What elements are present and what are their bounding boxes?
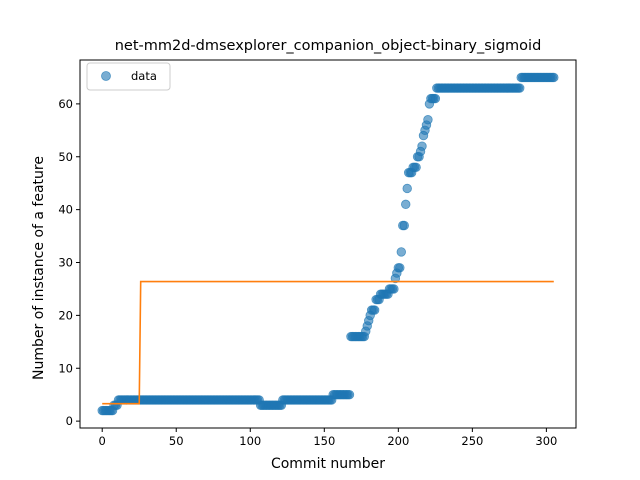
- data-point: [389, 284, 399, 294]
- axes-frame: [79, 59, 577, 429]
- data-point: [549, 72, 559, 83]
- legend: data: [86, 62, 171, 91]
- data-point: [344, 389, 355, 400]
- y-tick-label: 30: [58, 256, 73, 270]
- x-tick-label: 150: [313, 434, 335, 448]
- y-tick-label: 40: [58, 203, 73, 217]
- x-tick-label: 50: [169, 434, 184, 448]
- data-point: [411, 162, 421, 173]
- data-point: [430, 93, 441, 104]
- data-point: [515, 83, 525, 93]
- x-axis-label: Commit number: [271, 456, 385, 472]
- data-point: [423, 115, 433, 125]
- fit-line: [102, 280, 554, 405]
- data-point: [402, 183, 412, 194]
- y-tick-label: 0: [66, 414, 73, 428]
- data-point: [399, 220, 409, 231]
- legend-marker: [101, 71, 111, 81]
- y-tick-label: 50: [58, 150, 73, 164]
- x-tick-label: 250: [461, 434, 483, 448]
- y-tick-label: 20: [58, 308, 73, 322]
- x-tick-label: 100: [239, 434, 261, 448]
- x-tick-label: 300: [535, 434, 557, 448]
- data-point: [396, 247, 406, 257]
- x-tick-label: 200: [387, 434, 409, 448]
- data-point: [369, 305, 380, 315]
- data-point: [417, 141, 427, 151]
- legend-frame: [86, 62, 171, 91]
- y-tick-label: 10: [58, 361, 73, 375]
- data-point: [395, 263, 405, 273]
- y-tick-label: 60: [58, 97, 73, 111]
- axes: 0 50 100 150 200 250 300 0 10 20 30 40 50 60: [58, 59, 577, 448]
- legend-entry-data: data: [131, 69, 157, 83]
- y-axis-label: Number of instance of a feature: [31, 156, 47, 380]
- plot-area: [97, 72, 559, 416]
- x-tick-label: 0: [99, 434, 106, 448]
- chart-title: net-mm2d-dmsexplorer_companion_object-bi…: [115, 38, 542, 54]
- data-point: [401, 199, 411, 210]
